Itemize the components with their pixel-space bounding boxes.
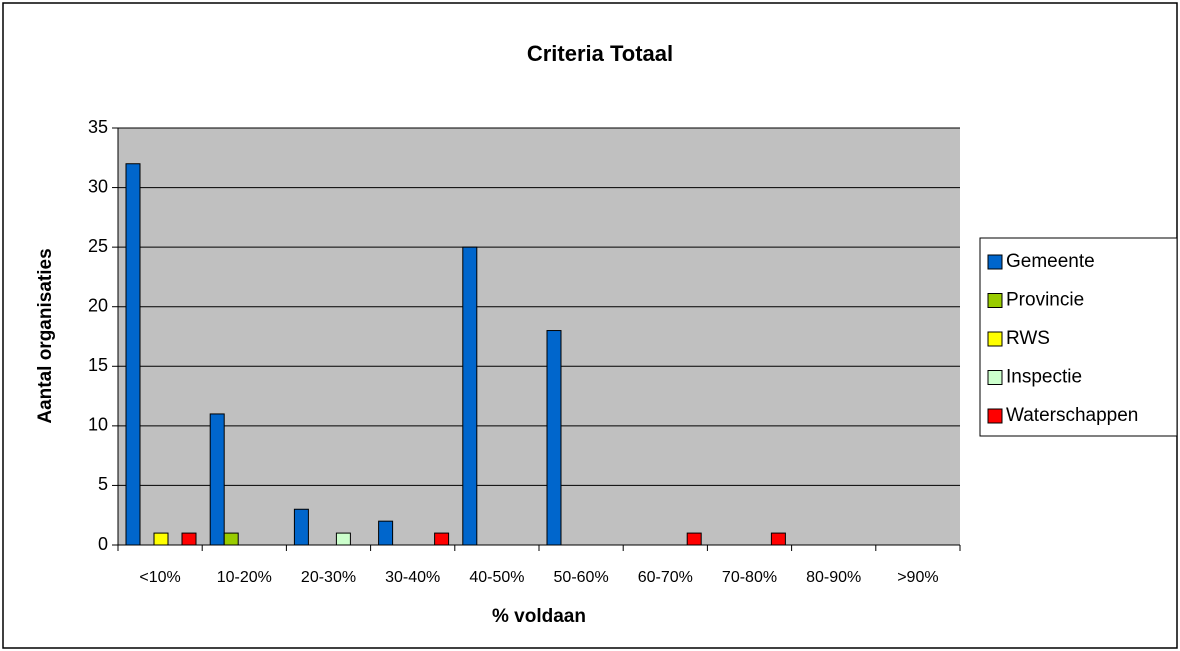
x-tick-label: 80-90% bbox=[806, 569, 861, 586]
x-tick-label: >90% bbox=[897, 569, 938, 586]
legend-swatch bbox=[987, 370, 1003, 385]
bar bbox=[434, 532, 450, 546]
legend-label: Inspectie bbox=[1006, 367, 1082, 388]
y-tick-label: 15 bbox=[88, 355, 108, 375]
plot-area bbox=[118, 128, 960, 545]
x-tick-label: 50-60% bbox=[554, 569, 609, 586]
y-tick-label: 10 bbox=[88, 415, 108, 435]
legend-swatch bbox=[987, 254, 1003, 270]
x-axis-label: % voldaan bbox=[492, 606, 586, 627]
y-tick-label: 35 bbox=[88, 117, 108, 137]
bar bbox=[770, 532, 786, 546]
y-tick-label: 0 bbox=[98, 534, 108, 554]
legend-label: Provincie bbox=[1006, 290, 1084, 311]
bar bbox=[686, 532, 702, 546]
bar bbox=[153, 532, 169, 546]
bar bbox=[293, 508, 309, 546]
x-tick-label: 60-70% bbox=[638, 569, 693, 586]
x-tick-label: 40-50% bbox=[469, 569, 524, 586]
bar bbox=[181, 532, 197, 546]
y-tick-label: 25 bbox=[88, 236, 108, 256]
legend-label: RWS bbox=[1006, 328, 1050, 349]
bar bbox=[462, 246, 478, 546]
x-tick-label: 70-80% bbox=[722, 569, 777, 586]
bar bbox=[335, 532, 351, 546]
y-axis-label: Aantal organisaties bbox=[35, 248, 56, 423]
legend-label: Waterschappen bbox=[1006, 405, 1138, 426]
x-tick-label: 10-20% bbox=[217, 569, 272, 586]
legend-swatch bbox=[987, 331, 1003, 347]
y-tick-label: 30 bbox=[88, 176, 108, 196]
legend bbox=[979, 237, 1178, 437]
x-tick-label: <10% bbox=[139, 569, 180, 586]
x-tick-label: 20-30% bbox=[301, 569, 356, 586]
legend-label: Gemeente bbox=[1006, 251, 1095, 272]
y-tick-label: 5 bbox=[98, 474, 108, 494]
bar bbox=[223, 532, 239, 546]
x-tick-label: 30-40% bbox=[385, 569, 440, 586]
bar bbox=[209, 413, 225, 546]
bar bbox=[125, 163, 141, 546]
bar bbox=[378, 520, 394, 546]
y-tick-label: 20 bbox=[88, 295, 108, 315]
bar bbox=[546, 330, 562, 546]
legend-swatch bbox=[987, 293, 1003, 308]
chart-title: Criteria Totaal bbox=[527, 41, 673, 66]
legend-swatch bbox=[987, 408, 1003, 424]
